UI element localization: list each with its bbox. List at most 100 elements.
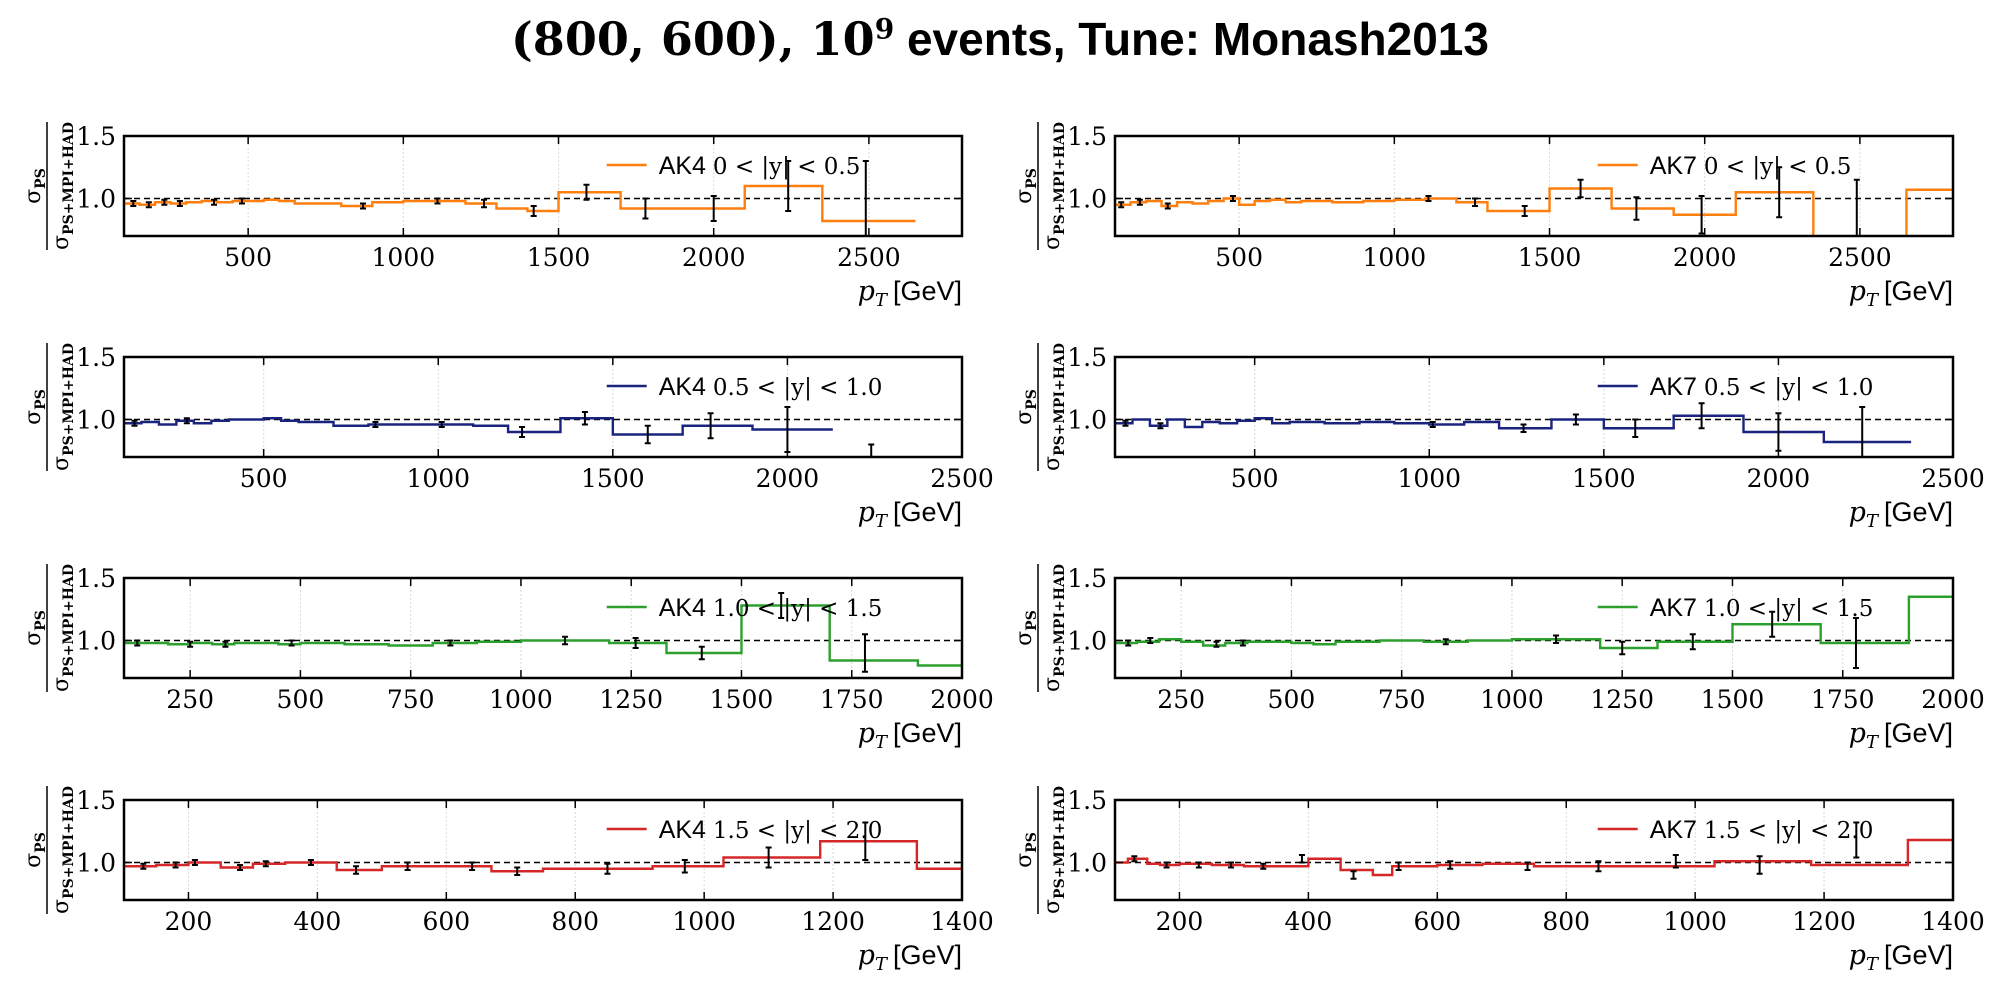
- error-bar: [519, 426, 526, 438]
- x-tick-label: 800: [551, 907, 599, 936]
- x-tick-label: 500: [224, 243, 272, 272]
- error-bar: [1619, 640, 1626, 656]
- y-tick-label: 1.0: [76, 627, 116, 656]
- x-tick-label: 1500: [1518, 243, 1582, 272]
- y-axis-label-sigma: σ: [21, 189, 46, 204]
- error-bar: [1672, 854, 1679, 869]
- legend-range: 0.5 < |y| < 1.0: [1704, 375, 1873, 401]
- x-axis-label-unit: [GeV]: [1884, 497, 1953, 527]
- figure-title: (800, 600), 109 events, Tune: Monash2013: [0, 12, 2000, 66]
- legend-label: AK4: [659, 373, 713, 401]
- error-bar: [134, 639, 141, 647]
- y-axis-label-sigma: σ: [49, 899, 74, 914]
- error-bar: [1853, 821, 1860, 859]
- error-bar: [447, 639, 454, 647]
- error-bar: [307, 859, 314, 866]
- panel-ak4-y2: 250 500 750 1000 1250 1500 1750 2000 1.0 1.5 pT [Ge…: [21, 564, 994, 753]
- y-tick-label: 1.5: [1067, 786, 1107, 815]
- y-axis-label-sigma: σ: [1040, 456, 1065, 471]
- plot-frame: [1113, 576, 1955, 680]
- x-tick-label: 1500: [1701, 685, 1765, 714]
- error-bar: [183, 417, 190, 425]
- legend-entry: AK7 1.0 < |y| < 1.5: [1650, 594, 1874, 622]
- error-bar: [1756, 855, 1763, 875]
- x-tick-label: 2000: [930, 685, 994, 714]
- x-tick-label: 250: [166, 685, 214, 714]
- error-bar: [288, 639, 295, 647]
- error-bar: [778, 592, 785, 619]
- title-exponent: 9: [874, 12, 895, 46]
- x-axis-label: pT [GeV]: [858, 940, 962, 975]
- error-bar: [1136, 198, 1143, 206]
- error-bar: [1632, 418, 1639, 438]
- x-tick-label: 1750: [1811, 685, 1875, 714]
- x-tick-label: 2000: [1921, 685, 1985, 714]
- y-axis-label-sub: PS+MPI+HAD: [1052, 786, 1068, 899]
- x-tick-label: 1250: [1590, 685, 1654, 714]
- y-axis-label-sub: PS: [1024, 610, 1040, 631]
- y-tick-label: 1.0: [1067, 406, 1107, 435]
- x-tick-label: 1000: [672, 907, 736, 936]
- error-bar: [1298, 854, 1305, 864]
- y-axis-label-sub: PS: [33, 832, 49, 853]
- error-bar: [1633, 196, 1640, 221]
- error-bar: [140, 862, 147, 870]
- error-bar: [1698, 195, 1705, 235]
- error-bar: [530, 205, 537, 217]
- x-axis-label-sub: T: [1866, 511, 1880, 532]
- error-bar: [176, 200, 183, 207]
- x-tick-label: 1500: [710, 685, 774, 714]
- y-axis-label-sigma: σ: [1012, 631, 1037, 646]
- x-axis-label-sub: T: [1866, 954, 1880, 975]
- legend-entry: AK4 0 < |y| < 0.5: [659, 152, 861, 180]
- y-axis-label-numerator: σPS: [21, 389, 49, 425]
- error-bar: [785, 160, 792, 212]
- y-axis-label-sigma: σ: [1040, 899, 1065, 914]
- x-tick-label: 2000: [1673, 243, 1737, 272]
- y-axis-label-denominator: σPS+MPI+HAD: [49, 564, 77, 692]
- legend-label: AK7: [1650, 373, 1704, 401]
- x-axis-label-symbol: p: [858, 940, 875, 971]
- plot-frame: [1113, 134, 1955, 238]
- title-rest: events, Tune: Monash2013: [894, 13, 1489, 65]
- x-tick-label: 1200: [1792, 907, 1856, 936]
- error-bar: [211, 198, 218, 206]
- error-bar: [1429, 421, 1436, 428]
- error-bar: [644, 424, 651, 445]
- x-tick-label: 250: [1157, 685, 1205, 714]
- y-tick-label: 1.5: [76, 564, 116, 593]
- error-bar: [1229, 195, 1236, 202]
- error-bar: [642, 197, 649, 220]
- y-axis-label-sigma: σ: [21, 853, 46, 868]
- x-tick-label: 1500: [527, 243, 591, 272]
- y-axis-label-denominator: σPS+MPI+HAD: [49, 343, 77, 471]
- error-bar: [145, 201, 152, 209]
- x-tick-label: 1200: [801, 907, 865, 936]
- series-step-line: [1115, 187, 1953, 236]
- x-axis-label-symbol: p: [1849, 718, 1866, 749]
- error-bar: [438, 421, 445, 428]
- legend-range: 0 < |y| < 0.5: [713, 154, 861, 180]
- error-bar: [1122, 419, 1129, 427]
- error-bar: [1125, 639, 1132, 647]
- y-tick-label: 1.5: [1067, 564, 1107, 593]
- y-tick-label: 1.0: [1067, 185, 1107, 214]
- x-tick-label: 400: [1285, 907, 1333, 936]
- x-axis-label: pT [GeV]: [858, 497, 962, 532]
- x-tick-label: 1000: [406, 464, 470, 493]
- x-axis-label: pT [GeV]: [1849, 940, 1953, 975]
- y-axis-label-sub: PS+MPI+HAD: [61, 564, 77, 677]
- plot-frame: [122, 798, 964, 902]
- x-axis-label-unit: [GeV]: [893, 497, 962, 527]
- legend-entry: AK7 1.5 < |y| < 2.0: [1650, 816, 1874, 844]
- y-axis-label-sub: PS: [33, 389, 49, 410]
